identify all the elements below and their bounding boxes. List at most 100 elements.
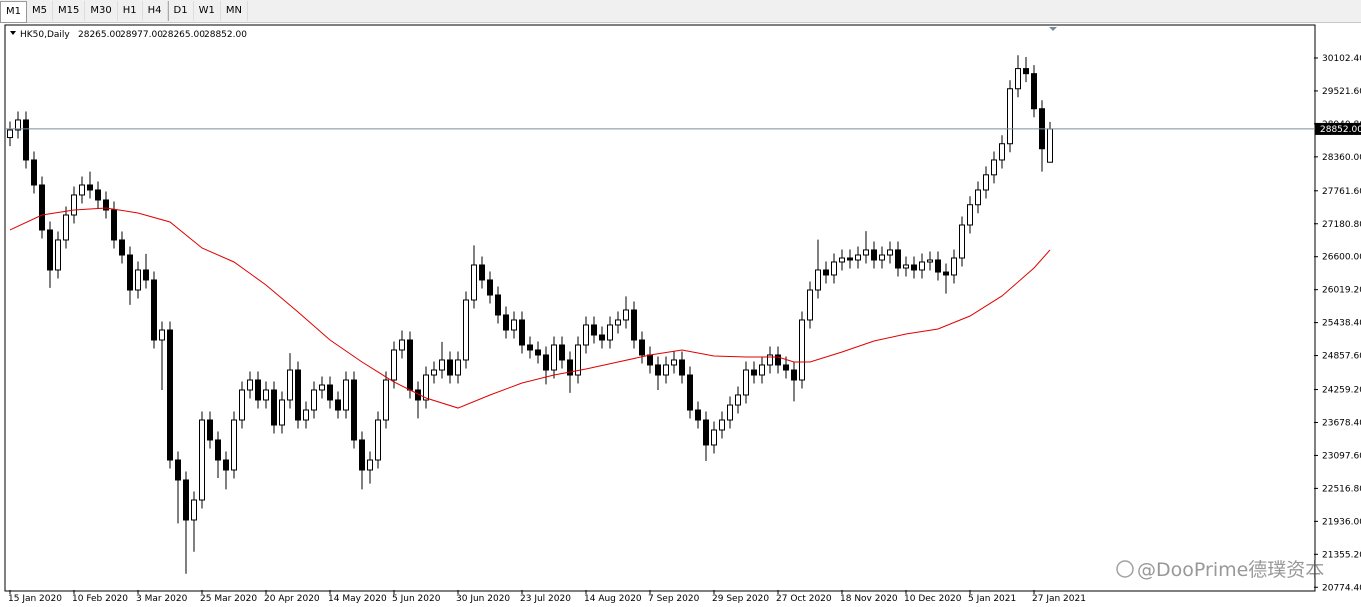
x-tick-label: 15 Jan 2020: [8, 594, 62, 604]
y-tick-label: 29521.60: [1322, 87, 1361, 97]
y-tick-label: 27180.80: [1322, 220, 1361, 230]
candle-body: [279, 399, 285, 426]
candle-body: [159, 329, 165, 341]
candle-body: [335, 399, 341, 411]
candle-body: [359, 439, 365, 471]
timeframe-button[interactable]: H1: [118, 1, 143, 21]
candle-body: [519, 319, 525, 346]
candle-body: [87, 184, 93, 191]
candle-body: [815, 269, 821, 291]
shift-marker: [1049, 27, 1057, 31]
y-tick-label: 21355.20: [1322, 550, 1361, 560]
candle-body: [583, 324, 589, 346]
watermark-text: @DooPrime德璞资本: [1137, 559, 1324, 581]
timeframe-button[interactable]: D1: [167, 1, 194, 21]
candle-body: [207, 419, 213, 441]
candle-body: [671, 359, 677, 366]
candle-body: [647, 354, 653, 366]
candle-body: [463, 299, 469, 361]
x-tick-label: 14 May 2020: [328, 594, 387, 604]
timeframe-button[interactable]: M30: [85, 1, 118, 21]
candle-body: [431, 369, 437, 376]
candle-body: [775, 354, 781, 366]
candle-body: [287, 369, 293, 401]
x-tick-label: 30 Jun 2020: [456, 594, 510, 604]
candle-body: [391, 349, 397, 381]
timeframe-button[interactable]: H4: [143, 1, 168, 21]
candle-body: [319, 384, 325, 391]
candle-body: [607, 324, 613, 341]
candle-body: [743, 369, 749, 396]
candle-body: [855, 254, 861, 261]
candle-body: [711, 429, 717, 446]
timeframe-button[interactable]: M5: [27, 1, 53, 21]
candle-body: [791, 369, 797, 381]
y-tick-label: 22516.80: [1322, 484, 1361, 494]
candle-body: [103, 199, 109, 211]
candle-body: [703, 419, 709, 446]
menu-arrow: [10, 31, 16, 35]
candle-body: [31, 159, 37, 186]
y-tick-label: 27761.60: [1322, 187, 1361, 197]
y-tick-label: 21936.00: [1322, 517, 1361, 527]
candle-body: [447, 359, 453, 376]
candle-body: [687, 374, 693, 411]
candle-body: [863, 249, 869, 256]
y-tick-label: 24259.20: [1322, 386, 1361, 396]
candle-body: [999, 143, 1005, 161]
candle-body: [183, 479, 189, 521]
y-tick-label: 23097.60: [1322, 451, 1361, 461]
candle-body: [399, 339, 405, 351]
candle-body: [927, 259, 933, 263]
candle-body: [47, 229, 53, 271]
candle-body: [807, 289, 813, 321]
timeframe-button[interactable]: W1: [194, 1, 221, 21]
symbol: HK50,Daily: [20, 30, 70, 40]
candle-body: [1047, 128, 1053, 163]
candle-body: [567, 359, 573, 376]
watermark: @DooPrime德璞资本: [1116, 559, 1324, 581]
candle-body: [503, 314, 509, 331]
candle-body: [967, 204, 973, 226]
candle-body: [63, 214, 69, 241]
candle-body: [727, 404, 733, 421]
timeframe-button[interactable]: M1: [0, 1, 27, 23]
candle-body: [199, 419, 205, 501]
candle-body: [223, 459, 229, 471]
candle-body: [175, 459, 181, 481]
candle-body: [327, 384, 333, 401]
watermark-icon: [1116, 560, 1134, 578]
candle-body: [23, 119, 29, 161]
candle-body: [695, 409, 701, 421]
candle-body: [631, 309, 637, 341]
candle-body: [383, 379, 389, 421]
candle-body: [535, 349, 541, 356]
candle-body: [903, 264, 909, 269]
candle-body: [911, 264, 917, 271]
price-label-box: [1315, 122, 1361, 135]
x-tick-label: 29 Sep 2020: [712, 594, 769, 604]
candle-body: [127, 254, 133, 291]
price-label: 28852.00: [1320, 125, 1361, 135]
moving-average: [9, 207, 1051, 409]
candle-body: [919, 261, 925, 271]
y-tick-label: 28360.00: [1322, 153, 1361, 163]
timeframe-toolbar: M1 M5 M15 M30 H1 H4 D1 W1 MN: [0, 0, 1361, 23]
candle-body: [7, 129, 13, 139]
timeframe-button[interactable]: M15: [53, 1, 86, 21]
candle-body: [151, 279, 157, 341]
x-tick-label: 10 Dec 2020: [904, 594, 962, 604]
y-tick-label: 24857.60: [1322, 352, 1361, 362]
candle-body: [599, 334, 605, 341]
candle-body: [167, 329, 173, 461]
candle-body: [111, 209, 117, 241]
candle-body: [351, 379, 357, 441]
candle-body: [495, 294, 501, 316]
candle-body: [119, 239, 125, 256]
x-tick-label: 25 Mar 2020: [200, 594, 257, 604]
candle-body: [719, 419, 725, 431]
timeframe-button[interactable]: MN: [221, 1, 248, 21]
candle-body: [575, 344, 581, 376]
